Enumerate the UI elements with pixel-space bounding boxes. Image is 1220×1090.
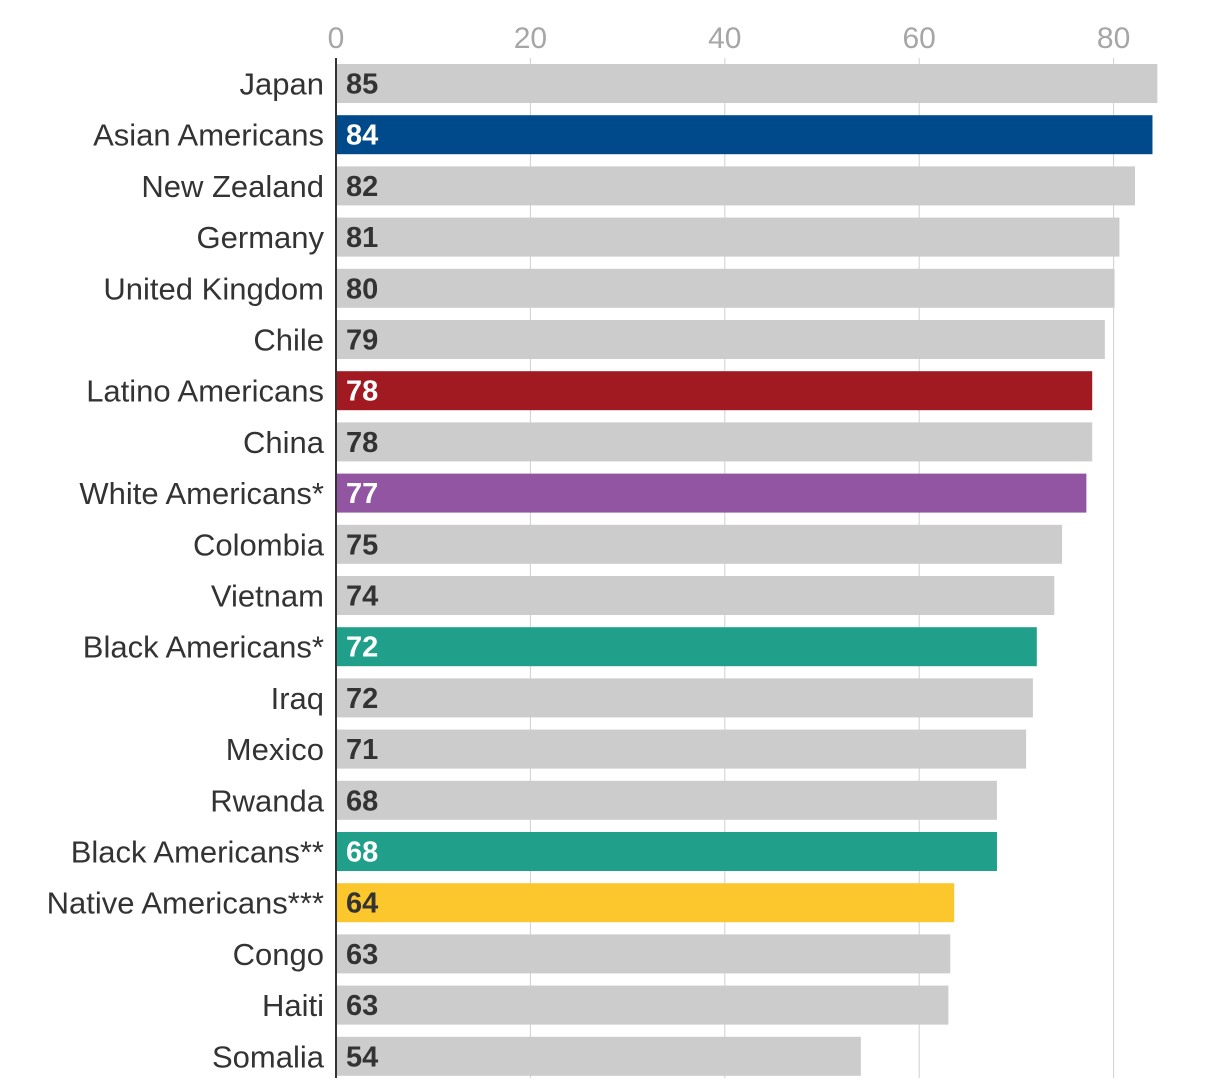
category-label-3: Germany <box>197 220 325 255</box>
category-label-11: Black Americans* <box>83 630 324 665</box>
bar-0 <box>336 64 1158 103</box>
category-label-12: Iraq <box>271 681 324 716</box>
value-label-8: 77 <box>346 478 378 510</box>
category-label-6: Latino Americans <box>86 374 324 409</box>
bar-5 <box>336 320 1105 359</box>
value-label-15: 68 <box>346 837 378 869</box>
bars <box>336 64 1158 1076</box>
bar-17 <box>336 934 951 974</box>
category-label-18: Haiti <box>262 988 324 1023</box>
x-tick-label-80: 80 <box>1097 22 1130 55</box>
category-label-13: Mexico <box>226 732 324 767</box>
bar-18 <box>336 985 949 1025</box>
bar-3 <box>336 217 1120 257</box>
gridlines <box>529 58 1115 1078</box>
bar-4 <box>336 268 1115 308</box>
value-label-1: 84 <box>346 120 378 152</box>
value-label-14: 68 <box>346 785 378 817</box>
x-tick-label-40: 40 <box>708 22 741 55</box>
value-label-16: 64 <box>346 888 378 920</box>
category-label-16: Native Americans*** <box>47 886 324 921</box>
category-label-10: Vietnam <box>211 579 324 614</box>
value-label-4: 80 <box>346 273 378 305</box>
bar-8 <box>336 473 1087 513</box>
category-label-14: Rwanda <box>210 783 324 818</box>
category-label-4: United Kingdom <box>103 271 324 306</box>
value-label-2: 82 <box>346 171 378 203</box>
value-label-6: 78 <box>346 376 378 408</box>
bar-12 <box>336 678 1033 718</box>
bar-15 <box>336 832 997 871</box>
bar-14 <box>336 780 997 820</box>
category-label-17: Congo <box>233 937 324 972</box>
x-axis-ticks: 0 20 40 60 80 <box>328 22 1131 55</box>
category-label-8: White Americans* <box>79 476 324 511</box>
category-label-0: Japan <box>240 67 324 102</box>
category-label-2: New Zealand <box>141 169 324 204</box>
value-label-12: 72 <box>346 683 378 715</box>
category-label-5: Chile <box>253 323 324 358</box>
value-label-17: 63 <box>346 939 378 971</box>
value-label-5: 79 <box>346 325 378 357</box>
category-labels: Japan Asian Americans New Zealand Germany Un… <box>47 67 325 1075</box>
category-label-7: China <box>243 425 325 460</box>
bar-13 <box>336 729 1027 769</box>
category-label-15: Black Americans** <box>71 835 324 870</box>
bar-11 <box>336 627 1037 667</box>
bar-7 <box>336 422 1093 462</box>
bar-1 <box>336 115 1153 155</box>
category-label-9: Colombia <box>193 527 325 562</box>
bar-2 <box>336 166 1135 206</box>
bar-10 <box>336 576 1055 615</box>
bar-9 <box>336 524 1063 564</box>
value-label-13: 71 <box>346 734 378 766</box>
x-tick-label-20: 20 <box>514 22 547 55</box>
value-label-19: 54 <box>346 1041 378 1073</box>
bar-19 <box>336 1036 861 1076</box>
value-label-18: 63 <box>346 990 378 1022</box>
value-label-7: 78 <box>346 427 378 459</box>
value-label-11: 72 <box>346 632 378 664</box>
value-label-0: 85 <box>346 69 378 101</box>
value-labels: 85 84 82 81 80 79 78 78 77 75 74 72 72 71 68 68 64 63 63 54 <box>346 69 378 1074</box>
value-label-9: 75 <box>346 529 378 561</box>
x-tick-label-60: 60 <box>903 22 936 55</box>
bar-6 <box>336 371 1093 411</box>
x-tick-label-0: 0 <box>328 22 345 55</box>
value-label-3: 81 <box>346 222 378 254</box>
category-label-1: Asian Americans <box>93 118 324 153</box>
value-label-10: 74 <box>346 581 378 613</box>
category-label-19: Somalia <box>212 1039 325 1074</box>
bar-16 <box>336 883 955 923</box>
